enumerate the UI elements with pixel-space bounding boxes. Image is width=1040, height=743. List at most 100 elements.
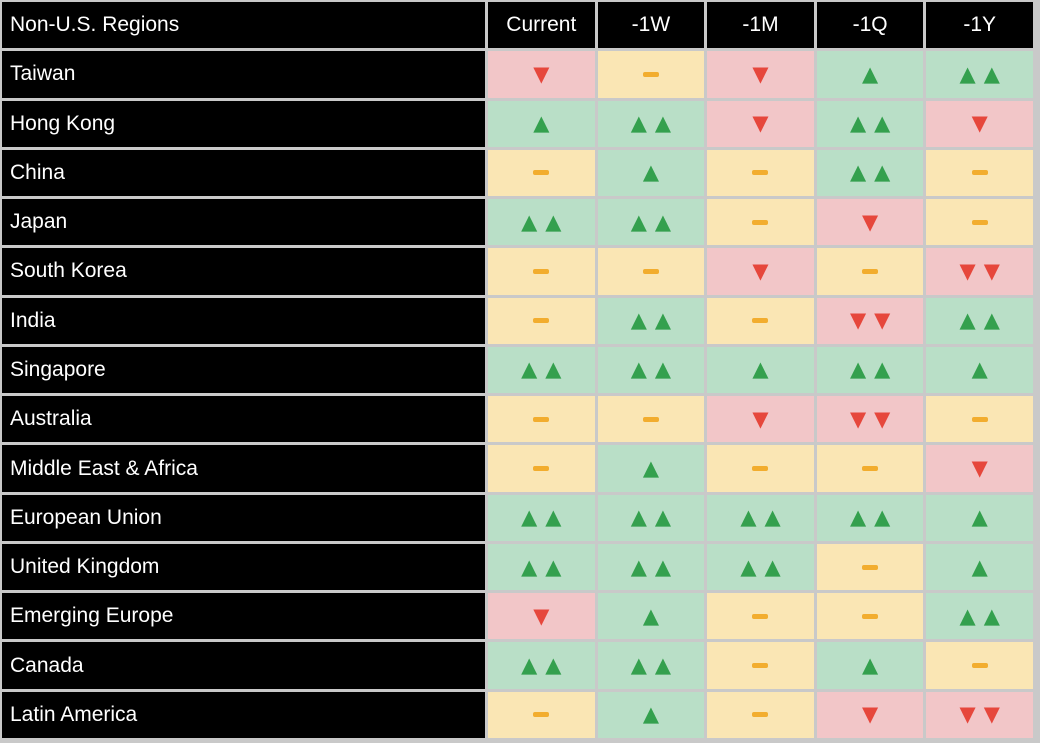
signal-cell-emerging-europe-1w: ▲ [597, 593, 705, 640]
signal-cell-australia-1w [597, 396, 705, 443]
up-arrow-icon: ▲ [654, 357, 672, 382]
row-label-singapore: Singapore [2, 346, 485, 394]
up-arrow-icon: ▲ [521, 209, 538, 234]
signal-cell-south-korea-1m: ▼ [707, 248, 814, 295]
up-arrow-icon: ▲ [654, 653, 672, 678]
down-arrow-icon: ▼ [874, 308, 891, 333]
down-arrow-icon: ▼ [752, 258, 769, 283]
signal-cell-latin-america-1y: ▼ ▼ [926, 691, 1033, 738]
table-corner-header: Non-U.S. Regions [2, 2, 485, 49]
down-arrow-icon: ▼ [983, 258, 1000, 283]
signal-cell-latin-america-1q: ▼ [816, 691, 924, 738]
signal-cell-taiwan-1y: ▲ ▲ [926, 51, 1033, 98]
neutral-dash-icon [752, 318, 769, 324]
neutral-dash-icon [862, 564, 879, 570]
signal-cell-india-1q: ▼ ▼ [816, 297, 924, 344]
neutral-dash-icon [752, 219, 769, 225]
signal-cell-taiwan-1w [597, 51, 705, 98]
row-label-australia: Australia [2, 396, 485, 443]
signal-cell-taiwan-current: ▼ [488, 51, 595, 98]
signal-cell-south-korea-1q [816, 248, 924, 295]
signal-cell-taiwan-1q: ▲ [816, 51, 924, 98]
up-arrow-icon: ▲ [521, 554, 538, 579]
signal-cell-latin-america-1m [707, 691, 814, 738]
signal-cell-china-1w: ▲ [597, 149, 705, 197]
up-arrow-icon: ▲ [971, 357, 988, 382]
up-arrow-icon: ▲ [545, 554, 562, 579]
signal-cell-japan-1y [926, 199, 1033, 246]
neutral-dash-icon [533, 416, 550, 422]
signal-cell-south-korea-current [488, 248, 595, 295]
signal-cell-emerging-europe-1m [707, 593, 814, 640]
up-arrow-icon: ▲ [654, 308, 672, 333]
up-arrow-icon: ▲ [642, 160, 659, 185]
neutral-dash-icon [971, 663, 988, 669]
up-arrow-icon: ▲ [630, 505, 647, 530]
up-arrow-icon: ▲ [971, 554, 988, 579]
up-arrow-icon: ▲ [874, 160, 891, 185]
signal-cell-hong-kong-1q: ▲ ▲ [816, 100, 924, 147]
signal-cell-hong-kong-1w: ▲ ▲ [597, 100, 705, 147]
neutral-dash-icon [971, 170, 988, 176]
signal-cell-united-kingdom-1q [816, 543, 924, 591]
up-arrow-icon: ▲ [521, 357, 538, 382]
up-arrow-icon: ▲ [642, 456, 659, 481]
signal-cell-australia-1q: ▼ ▼ [816, 396, 924, 443]
down-arrow-icon: ▼ [983, 702, 1000, 727]
up-arrow-icon: ▲ [983, 603, 1000, 628]
up-arrow-icon: ▲ [862, 61, 879, 86]
neutral-dash-icon [642, 416, 659, 422]
signal-cell-india-current [488, 297, 595, 344]
signal-cell-european-union-current: ▲ ▲ [488, 494, 595, 541]
neutral-dash-icon [862, 466, 879, 472]
up-arrow-icon: ▲ [740, 505, 757, 530]
signal-cell-canada-1m [707, 642, 814, 689]
signal-cell-middle-east-africa-1m [707, 445, 814, 492]
row-label-china: China [2, 149, 485, 197]
up-arrow-icon: ▲ [874, 357, 891, 382]
up-arrow-icon: ▲ [971, 505, 988, 530]
neutral-dash-icon [862, 613, 879, 619]
up-arrow-icon: ▲ [752, 357, 769, 382]
up-arrow-icon: ▲ [630, 653, 647, 678]
down-arrow-icon: ▼ [971, 456, 988, 481]
neutral-dash-icon [752, 466, 769, 472]
column-header-1y: -1Y [926, 2, 1033, 49]
down-arrow-icon: ▼ [959, 258, 976, 283]
signal-cell-european-union-1m: ▲ ▲ [707, 494, 814, 541]
up-arrow-icon: ▲ [983, 308, 1000, 333]
signal-cell-taiwan-1m: ▼ [707, 51, 814, 98]
signal-cell-australia-1m: ▼ [707, 396, 814, 443]
up-arrow-icon: ▲ [654, 111, 672, 136]
neutral-dash-icon [971, 219, 988, 225]
neutral-dash-icon [533, 712, 550, 718]
up-arrow-icon: ▲ [874, 505, 891, 530]
column-header-1q: -1Q [816, 2, 924, 49]
signal-cell-south-korea-1w [597, 248, 705, 295]
down-arrow-icon: ▼ [862, 209, 879, 234]
up-arrow-icon: ▲ [630, 554, 647, 579]
signal-cell-india-1w: ▲ ▲ [597, 297, 705, 344]
down-arrow-icon: ▼ [533, 61, 550, 86]
neutral-dash-icon [862, 268, 879, 274]
neutral-dash-icon [971, 416, 988, 422]
signal-cell-emerging-europe-current: ▼ [488, 593, 595, 640]
signal-cell-hong-kong-1m: ▼ [707, 100, 814, 147]
row-label-emerging-europe: Emerging Europe [2, 593, 485, 640]
signal-cell-singapore-1y: ▲ [926, 346, 1033, 394]
signal-cell-japan-1m [707, 199, 814, 246]
signal-cell-united-kingdom-current: ▲ ▲ [488, 543, 595, 591]
signal-cell-middle-east-africa-1y: ▼ [926, 445, 1033, 492]
up-arrow-icon: ▲ [654, 505, 672, 530]
signal-cell-canada-1w: ▲ ▲ [597, 642, 705, 689]
up-arrow-icon: ▲ [959, 603, 976, 628]
signal-cell-united-kingdom-1w: ▲ ▲ [597, 543, 705, 591]
neutral-dash-icon [752, 170, 769, 176]
signal-cell-singapore-current: ▲ ▲ [488, 346, 595, 394]
signal-cell-china-1q: ▲ ▲ [816, 149, 924, 197]
neutral-dash-icon [533, 466, 550, 472]
up-arrow-icon: ▲ [862, 653, 879, 678]
up-arrow-icon: ▲ [630, 209, 647, 234]
up-arrow-icon: ▲ [849, 111, 867, 136]
signal-cell-united-kingdom-1m: ▲ ▲ [707, 543, 814, 591]
